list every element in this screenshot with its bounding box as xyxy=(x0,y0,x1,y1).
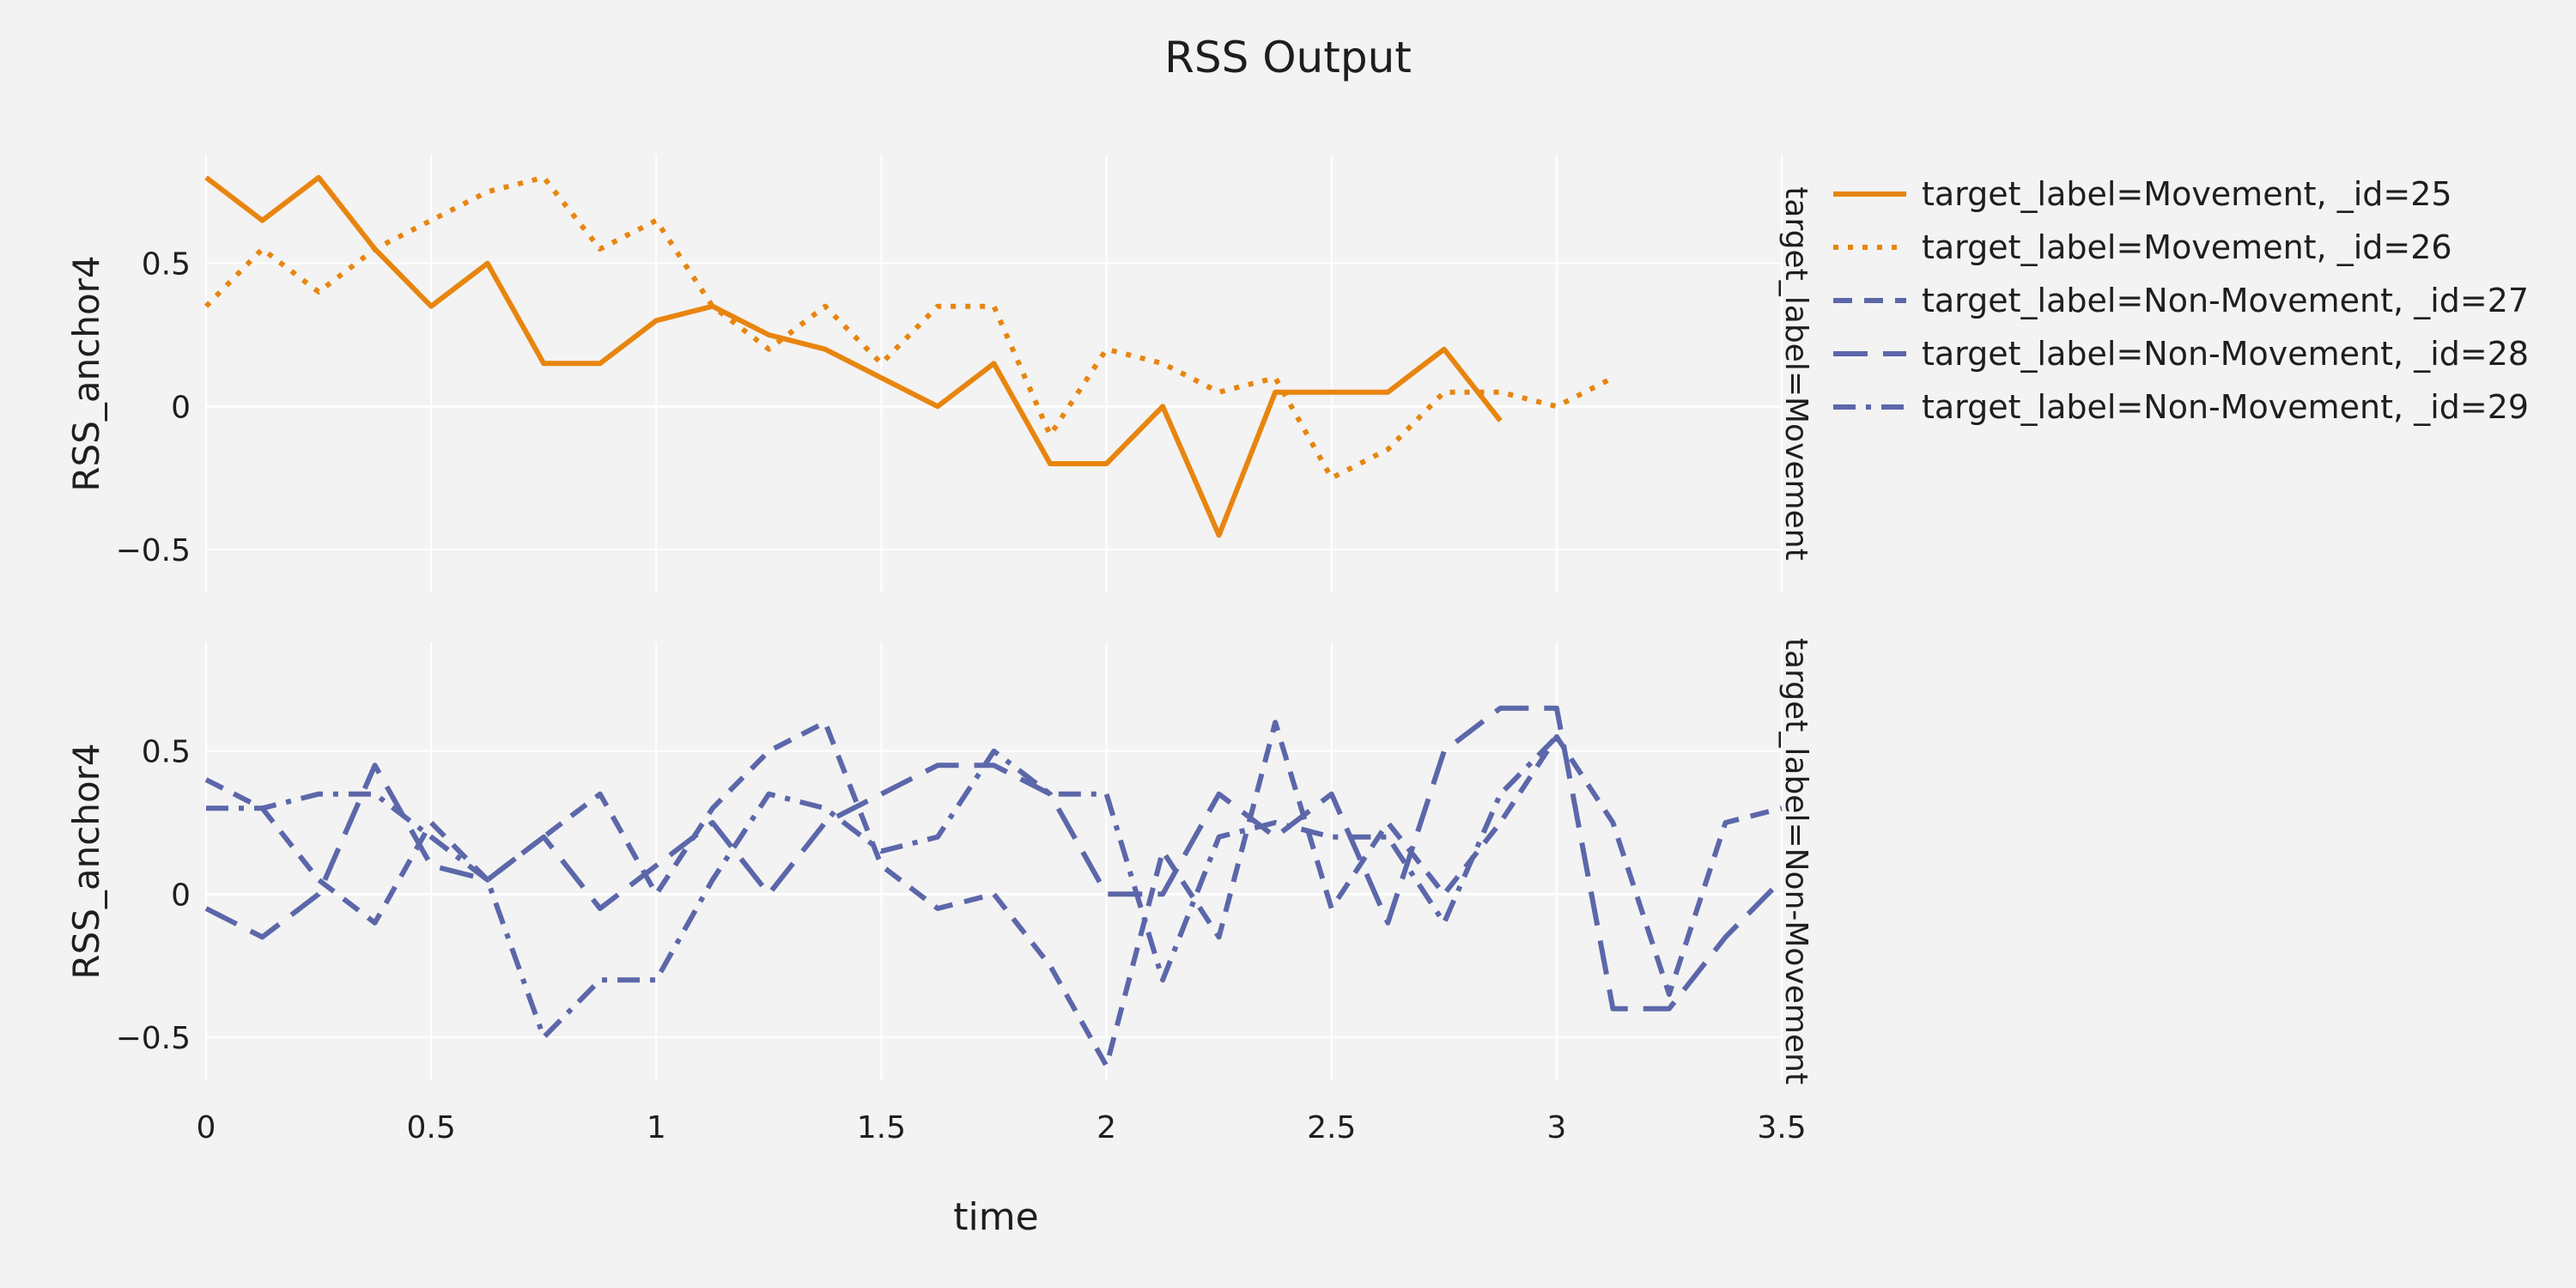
facet-non-movement-series xyxy=(204,705,1784,1069)
legend-entry-target-label-non-movement-id-29: target_label=Non-Movement, _id=29 xyxy=(1922,388,2529,426)
x-tick-label: 2 xyxy=(1097,1110,1116,1145)
legend-entry-target-label-non-movement-id-28: target_label=Non-Movement, _id=28 xyxy=(1922,335,2529,373)
legend-entry-target-label-non-movement-id-27: target_label=Non-Movement, _id=27 xyxy=(1922,282,2529,319)
series-line-target-label-non-movement-id-28 xyxy=(204,705,1784,1012)
facet-movement-y-axis-title: RSS_anchor4 xyxy=(65,255,107,491)
chart-title: RSS Output xyxy=(1164,33,1412,82)
facet-non-movement-y-ticks: −0.5 0 0.5 xyxy=(116,735,191,1056)
x-axis-ticks: 0 0.5 1 1.5 2 2.5 3 3.5 xyxy=(197,1110,1807,1145)
x-tick-label: 3 xyxy=(1546,1110,1566,1145)
series-line-target-label-non-movement-id-29 xyxy=(206,734,1559,1040)
x-tick-label: 1.5 xyxy=(857,1110,906,1145)
x-tick-label: 0.5 xyxy=(407,1110,456,1145)
facet-movement: −0.5 0 0.5 RSS_anchor4 target_label=Moveme… xyxy=(65,155,1814,592)
facet-movement-series xyxy=(204,174,1614,538)
legend: target_label=Movement, _id=25 target_labe… xyxy=(1833,175,2529,426)
y-tick-label: −0.5 xyxy=(116,533,191,568)
y-tick-label: 0.5 xyxy=(142,247,191,283)
x-tick-label: 0 xyxy=(197,1110,216,1145)
facet-non-movement-label: target_label=Non-Movement xyxy=(1778,638,1814,1084)
facet-non-movement-y-axis-title: RSS_anchor4 xyxy=(65,743,107,979)
x-tick-label: 1 xyxy=(647,1110,666,1145)
x-tick-label: 3.5 xyxy=(1757,1110,1806,1145)
facet-non-movement: −0.5 0 0.5 RSS_anchor4 target_label=Non-Mo… xyxy=(65,638,1814,1084)
facet-movement-gridlines xyxy=(205,155,1783,592)
facet-movement-label: target_label=Movement xyxy=(1778,186,1814,560)
y-tick-label: 0.5 xyxy=(142,735,191,770)
facet-movement-y-ticks: −0.5 0 0.5 xyxy=(116,247,191,568)
y-tick-label: 0 xyxy=(171,878,191,913)
y-tick-label: −0.5 xyxy=(116,1021,191,1056)
series-line-target-label-movement-id-26 xyxy=(204,174,1614,481)
x-tick-label: 2.5 xyxy=(1307,1110,1356,1145)
y-tick-label: 0 xyxy=(171,390,191,425)
legend-entry-target-label-movement-id-26: target_label=Movement, _id=26 xyxy=(1922,228,2452,266)
x-axis-title: time xyxy=(953,1195,1038,1239)
legend-entry-target-label-movement-id-25: target_label=Movement, _id=25 xyxy=(1922,175,2452,213)
